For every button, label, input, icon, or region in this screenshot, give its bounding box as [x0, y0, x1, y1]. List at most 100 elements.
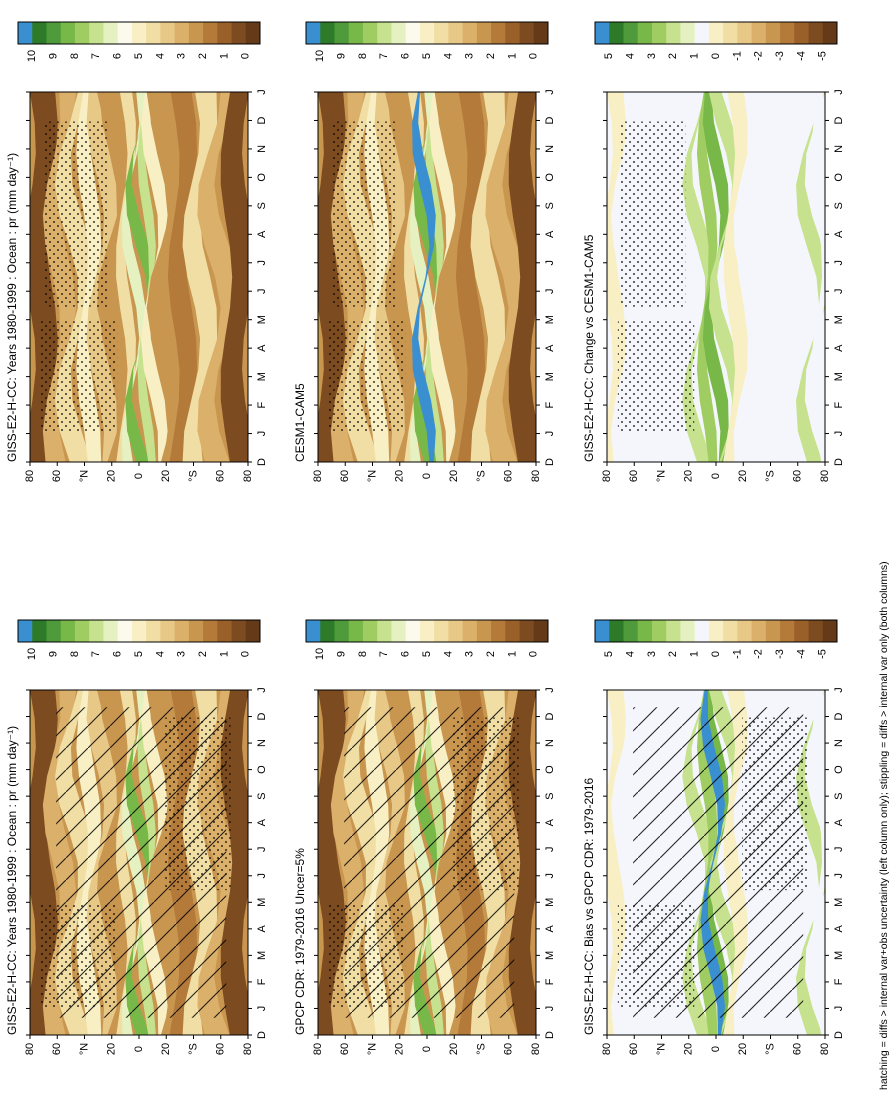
y-tick-label: 0 [133, 473, 145, 479]
x-tick-label: M [256, 951, 268, 960]
colorbar: 10 9 8 7 6 5 4 3 2 1 0 [17, 619, 261, 660]
y-tick-label: 60 [792, 1043, 804, 1055]
x-tick-label: A [544, 925, 556, 933]
y-tick-label: 20 [160, 470, 172, 482]
colorbar-swatch [348, 22, 364, 44]
colorbar-swatch [348, 620, 364, 642]
y-tick-label: 60 [215, 1043, 227, 1055]
colorbar-swatch [160, 22, 176, 44]
colorbar-tick-label: 2 [667, 651, 679, 657]
colorbar-swatch [519, 22, 535, 44]
colorbar-swatch [609, 22, 624, 44]
x-tick-label: D [833, 116, 845, 124]
y-tick-label: °S [764, 1043, 776, 1055]
colorbar-swatch [203, 22, 218, 44]
y-tick-label: 0 [421, 473, 433, 479]
y-tick-label: 60 [792, 470, 804, 482]
x-tick-label: A [256, 344, 268, 352]
y-tick-label: 80 [819, 470, 831, 482]
colorbar-swatch [146, 22, 161, 44]
colorbar-swatch [623, 620, 639, 642]
colorbar-tick-label: 8 [69, 651, 81, 657]
y-tick-label: 0 [133, 1046, 145, 1052]
y-tick-label: 0 [421, 1046, 433, 1052]
y-tick-label: °N [655, 1043, 667, 1055]
x-tick-label: S [833, 792, 845, 799]
contour-band [125, 92, 156, 462]
colorbar-tick-label: 3 [646, 651, 658, 657]
colorbar-swatch [609, 620, 624, 642]
colorbar: 5 4 3 2 1 0 -1 -2 -3 -4 -5 [594, 619, 838, 659]
x-tick-label: M [833, 315, 845, 324]
y-tick-label: 60 [215, 470, 227, 482]
colorbar-swatch [723, 620, 738, 642]
colorbar-swatch [188, 22, 204, 44]
colorbar-swatch [174, 620, 190, 642]
colorbar-tick-label: 0 [240, 651, 252, 657]
colorbar-tick-label: 10 [26, 648, 38, 660]
colorbar-tick-label: 5 [603, 53, 615, 59]
y-tick-label: 20 [683, 470, 695, 482]
colorbar-swatch [723, 22, 738, 44]
contour-band [508, 92, 536, 462]
colorbar-tick-label: 7 [90, 53, 102, 59]
x-tick-label: A [544, 818, 556, 826]
y-tick-label: 20 [106, 1043, 118, 1055]
colorbar-swatch [377, 22, 392, 44]
y-tick-label: 60 [628, 1043, 640, 1055]
chart-title: GISS-E2-H-CC: Years 1980-1999 : Ocean : … [5, 726, 19, 1035]
colorbar-swatch [231, 22, 247, 44]
x-tick-label: F [544, 978, 556, 985]
x-tick-label: D [544, 116, 556, 124]
stippling-overlay [742, 717, 808, 891]
x-tick-label: A [256, 230, 268, 238]
x-tick-label: M [544, 372, 556, 381]
contour-band [409, 92, 434, 462]
y-tick-label: °N [366, 470, 378, 482]
colorbar-tick-label: 1 [689, 53, 701, 59]
y-tick-label: 80 [242, 1043, 254, 1055]
x-tick-label: S [544, 202, 556, 209]
colorbar-swatch [751, 620, 767, 642]
colorbar-swatch [391, 22, 407, 44]
colorbar-swatch [203, 620, 218, 642]
x-tick-label: A [544, 344, 556, 352]
colorbar-swatch [780, 22, 795, 44]
x-tick-label: J [544, 846, 556, 852]
x-tick-label: J [256, 260, 268, 266]
contour-band [810, 690, 825, 1035]
colorbar-tick-label: 2 [485, 53, 497, 59]
colorbar-swatch [595, 22, 610, 44]
colorbar-swatch [751, 22, 767, 44]
stippling-overlay [43, 121, 109, 307]
colorbar: 10 9 8 7 6 5 4 3 2 1 0 [305, 21, 549, 62]
y-tick-label: 60 [51, 470, 63, 482]
colorbar-swatch [637, 22, 653, 44]
colorbar-swatch [595, 620, 610, 642]
colorbar-swatch [320, 620, 335, 642]
y-tick-label: 20 [448, 470, 460, 482]
x-tick-label: J [544, 89, 556, 95]
colorbar-tick-label: 5 [421, 53, 433, 59]
y-tick-label: 60 [503, 1043, 515, 1055]
colorbar-tick-label: 4 [154, 651, 166, 657]
y-tick-label: 80 [24, 1043, 36, 1055]
x-tick-label: D [833, 713, 845, 721]
colorbar-tick-label: -1 [731, 649, 743, 659]
chart-title: GISS-E2-H-CC: Bias vs GPCP CDR: 1979-201… [582, 777, 596, 1035]
y-tick-label: °N [78, 1043, 90, 1055]
colorbar-swatch [434, 620, 449, 642]
x-tick-label: D [833, 458, 845, 466]
x-tick-label: N [544, 739, 556, 747]
y-tick-label: 80 [530, 1043, 542, 1055]
y-tick-label: °S [187, 1043, 199, 1055]
x-tick-label: J [544, 431, 556, 437]
x-tick-label: A [833, 925, 845, 933]
contour-band [733, 92, 817, 462]
colorbar-tick-label: 5 [133, 53, 145, 59]
colorbar-swatch [822, 620, 838, 642]
colorbar-swatch [462, 22, 478, 44]
y-tick-label: 20 [737, 470, 749, 482]
